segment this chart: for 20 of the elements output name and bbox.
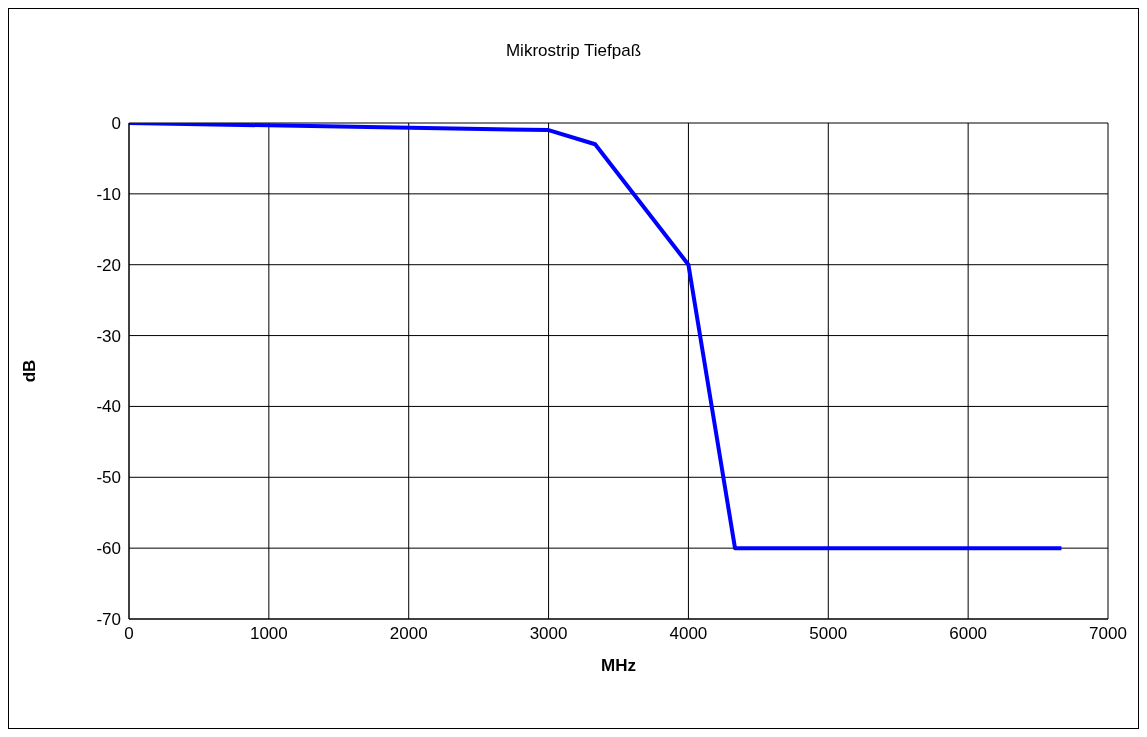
y-tick-label: -70 — [96, 610, 121, 630]
x-tick-label: 5000 — [809, 624, 848, 644]
y-axis-title: dB — [20, 359, 40, 383]
x-tick-label: 2000 — [389, 624, 428, 644]
y-tick-label: -50 — [96, 468, 121, 488]
y-tick-label: -40 — [96, 397, 121, 417]
x-tick-label: 4000 — [669, 624, 708, 644]
y-tick-label: -20 — [96, 255, 121, 275]
line-series — [129, 123, 1064, 551]
y-tick-label: -30 — [96, 326, 121, 346]
x-tick-label: 3000 — [529, 624, 568, 644]
y-tick-label: -60 — [96, 539, 121, 559]
x-axis-title: MHz — [601, 656, 636, 675]
chart-title: Mikrostrip Tiefpaß — [504, 41, 643, 61]
x-tick-label: 1000 — [249, 624, 288, 644]
y-tick-label: 0 — [111, 114, 121, 134]
x-tick-label: 7000 — [1089, 624, 1127, 644]
y-tick-label: -10 — [96, 184, 121, 204]
x-tick-label: 0 — [124, 624, 134, 644]
x-tick-label: 6000 — [949, 624, 988, 644]
